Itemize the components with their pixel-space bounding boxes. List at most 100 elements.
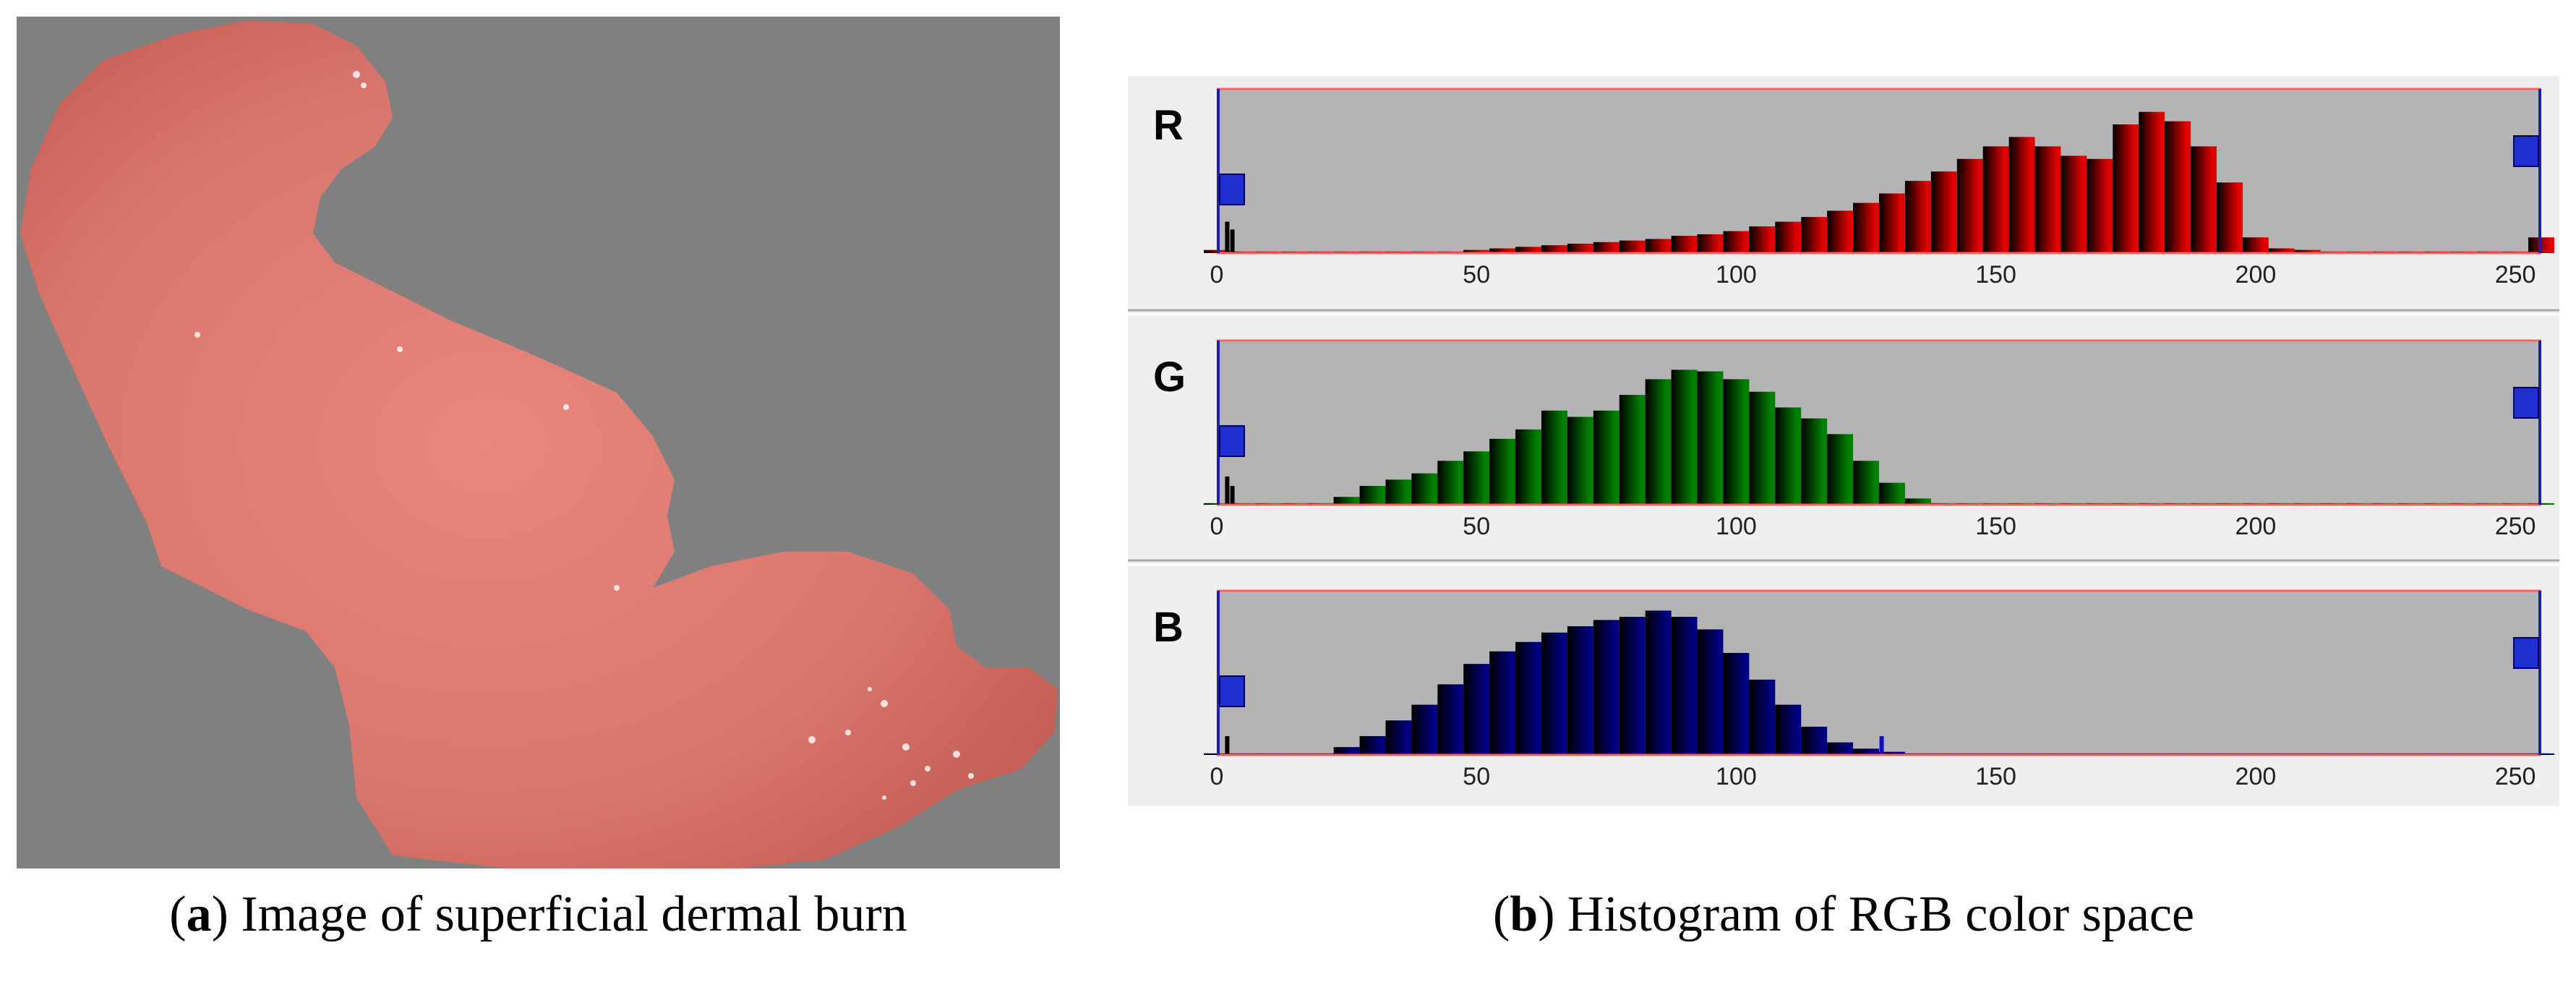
histogram-bar xyxy=(1567,243,1593,253)
high-slider-handle xyxy=(2513,637,2539,669)
histogram-bar xyxy=(1411,473,1438,505)
low-slider-handle xyxy=(1219,425,1245,457)
x-tick-label: 50 xyxy=(1463,261,1490,289)
histogram-spike xyxy=(1879,736,1884,755)
caption-a-letter: a xyxy=(186,887,212,942)
high-slider-handle xyxy=(2513,135,2539,167)
caption-a-text: Image of superficial dermal burn xyxy=(241,887,907,942)
histogram-bar xyxy=(2216,182,2243,253)
histogram-bar xyxy=(1723,652,1750,755)
histogram-bar xyxy=(1671,236,1698,253)
histogram-bar xyxy=(2242,237,2269,253)
channel-label-r: R xyxy=(1153,102,1184,149)
x-tick-label: 100 xyxy=(1716,763,1757,790)
histogram-bar xyxy=(1827,742,1854,755)
x-tick-label: 100 xyxy=(1716,261,1757,289)
low-slider-handle xyxy=(1219,675,1245,707)
histogram-bar xyxy=(1593,242,1619,253)
histogram-bar xyxy=(1619,395,1646,505)
histogram-bar xyxy=(2139,111,2165,253)
histogram-bar xyxy=(1515,429,1542,505)
histogram-bar xyxy=(1463,451,1490,505)
histogram-bar xyxy=(1411,704,1438,755)
histogram-bar xyxy=(1775,221,1802,253)
histogram-bar xyxy=(1515,247,1542,253)
tissue-region xyxy=(20,20,1058,868)
histogram-bar xyxy=(1853,748,1879,755)
histogram-bar xyxy=(2294,249,2321,253)
x-tick-label: 200 xyxy=(2235,513,2277,540)
histogram-bar xyxy=(1956,158,1983,253)
histogram-bar xyxy=(1619,240,1646,253)
highlight-specks xyxy=(194,71,974,800)
rgb-histogram-panel: R 0 50 100 150 200 250 G 0 50 100 150 200 250 B 0 50 100 1… xyxy=(1128,76,2559,806)
x-tick-label: 200 xyxy=(2235,261,2277,289)
channel-label-b: B xyxy=(1153,604,1184,651)
histogram-bar xyxy=(1671,617,1698,755)
histogram-spike xyxy=(1230,486,1235,505)
histogram-bar xyxy=(2008,137,2035,253)
histogram-bar xyxy=(1801,217,1828,253)
histogram-bar xyxy=(2113,124,2139,253)
channel-label-g: G xyxy=(1153,354,1186,401)
histogram-bar xyxy=(1930,171,1957,253)
x-tick-label: 200 xyxy=(2235,763,2277,790)
histogram-bar xyxy=(1775,407,1802,505)
histogram-bar xyxy=(1437,461,1464,505)
histogram-bar xyxy=(1827,434,1854,505)
histogram-bar xyxy=(1593,410,1619,505)
burn-photo xyxy=(17,17,1060,868)
histogram-bar xyxy=(1749,679,1776,755)
caption-b: (b) Histogram of RGB color space xyxy=(1492,887,2195,942)
caption-b-letter: b xyxy=(1510,887,1539,942)
histogram-bar xyxy=(1879,751,1905,755)
x-tick-label: 250 xyxy=(2495,261,2536,289)
histogram-bar xyxy=(2268,248,2295,253)
histogram-bar xyxy=(1359,735,1386,755)
low-slider-handle xyxy=(1219,174,1245,205)
burn-tissue-shape xyxy=(20,20,1058,868)
histogram-bar xyxy=(1541,632,1567,755)
histogram-spike xyxy=(1225,476,1230,505)
histogram-bar xyxy=(1619,617,1646,755)
histogram-bar xyxy=(2061,155,2087,253)
histogram-bar xyxy=(1515,641,1542,755)
high-slider-handle xyxy=(2513,387,2539,419)
x-tick-label: 150 xyxy=(1975,261,2016,289)
x-tick-label: 150 xyxy=(1975,513,2016,540)
histogram-bar xyxy=(1489,248,1516,253)
x-tick-label: 0 xyxy=(1210,513,1224,540)
histogram-bar xyxy=(1359,485,1386,505)
histogram-bar xyxy=(1697,371,1724,505)
histogram-bar xyxy=(1801,418,1828,505)
histogram-bar xyxy=(1879,193,1905,253)
histogram-bar xyxy=(1385,720,1412,755)
histogram-spike xyxy=(1230,229,1235,253)
x-tick-label: 0 xyxy=(1210,261,1224,289)
histogram-bar xyxy=(2165,121,2191,253)
histogram-bar xyxy=(2087,158,2113,253)
histogram-bar xyxy=(2034,146,2061,253)
x-tick-label: 250 xyxy=(2495,763,2536,790)
histogram-bar xyxy=(1437,684,1464,755)
histogram-bar xyxy=(1982,146,2009,253)
histogram-bar xyxy=(1801,726,1828,755)
histogram-bar xyxy=(1333,747,1360,755)
histogram-bar xyxy=(1853,202,1879,253)
histogram-bar xyxy=(2191,146,2217,253)
histogram-bar xyxy=(1749,391,1776,505)
histogram-bar xyxy=(1567,417,1593,505)
histogram-bar xyxy=(1385,479,1412,505)
histogram-bar xyxy=(1489,651,1516,755)
histogram-bar xyxy=(1723,231,1750,253)
x-tick-label: 50 xyxy=(1463,513,1490,540)
histogram-bar xyxy=(1775,704,1802,755)
histogram-bar xyxy=(1333,497,1360,505)
histogram-bar xyxy=(1749,226,1776,253)
histogram-bar xyxy=(1827,210,1854,253)
histogram-bar xyxy=(1645,379,1672,505)
histogram-bar xyxy=(1463,664,1490,755)
histogram-bar xyxy=(1567,626,1593,755)
histogram-bar xyxy=(1697,234,1724,253)
x-tick-label: 150 xyxy=(1975,763,2016,790)
